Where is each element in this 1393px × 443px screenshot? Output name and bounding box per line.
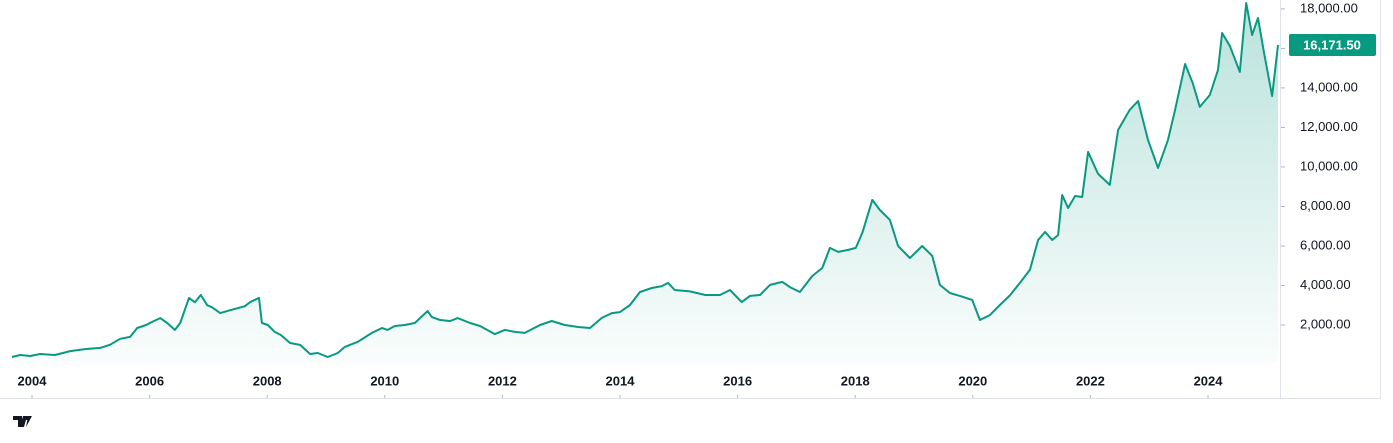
- x-tick-label: 2006: [135, 373, 164, 388]
- y-tick-label: 6,000.00: [1300, 237, 1351, 252]
- x-tick-label: 2008: [253, 373, 282, 388]
- x-tick-label: 2010: [370, 373, 399, 388]
- y-tick-label: 2,000.00: [1300, 316, 1351, 331]
- y-tick-label: 4,000.00: [1300, 277, 1351, 292]
- x-tick-label: 2022: [1076, 373, 1105, 388]
- x-tick-label: 2014: [606, 373, 636, 388]
- y-tick-label: 18,000.00: [1300, 0, 1358, 15]
- x-tick-label: 2024: [1194, 373, 1224, 388]
- y-tick-label: 8,000.00: [1300, 198, 1351, 213]
- x-tick-label: 2016: [723, 373, 752, 388]
- x-tick-label: 2004: [18, 373, 48, 388]
- price-badge-label: 16,171.50: [1303, 37, 1361, 52]
- price-badge: [1289, 34, 1376, 57]
- area-fill: [12, 3, 1278, 365]
- logo: [13, 416, 32, 427]
- x-tick-label: 2020: [958, 373, 987, 388]
- y-tick-label: 10,000.00: [1300, 158, 1358, 173]
- x-tick-label: 2018: [841, 373, 870, 388]
- price-line: [11, 2, 1279, 358]
- y-tick-label: 12,000.00: [1300, 119, 1358, 134]
- x-tick-label: 2012: [488, 373, 517, 388]
- y-tick-label: 14,000.00: [1300, 79, 1358, 94]
